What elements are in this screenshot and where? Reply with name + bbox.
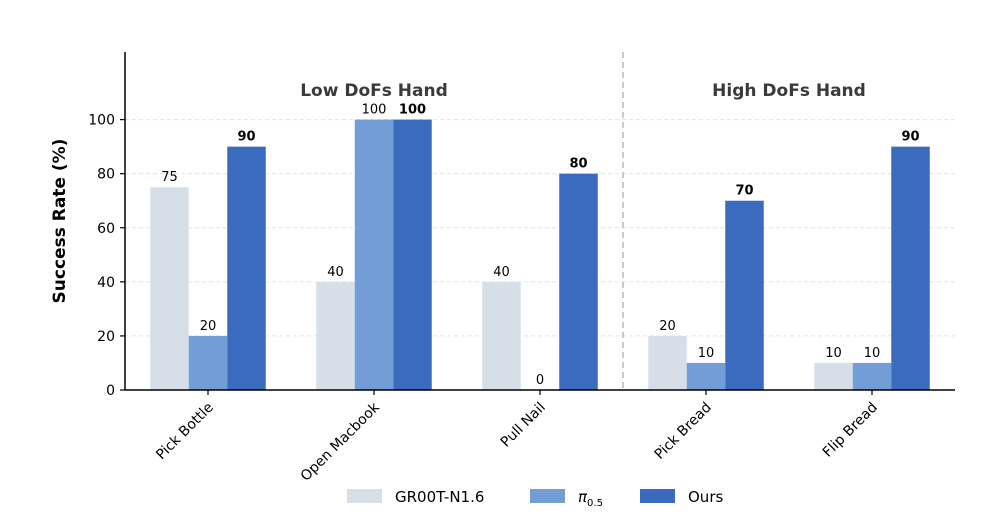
bar-value-label: 10 <box>864 346 881 361</box>
bar-value-label: 0 <box>536 373 544 388</box>
bar-value-label: 20 <box>659 319 676 334</box>
y-tick-label: 0 <box>106 383 115 399</box>
value-labels: 75 20 90 40 100 100 40 0 80 20 10 70 10 10 90 <box>161 103 919 388</box>
y-tick-label: 20 <box>97 329 115 345</box>
bar <box>188 335 228 390</box>
bar <box>316 281 355 390</box>
x-tick-label: Pick Bread <box>652 400 715 463</box>
bar-value-label: 40 <box>327 265 344 280</box>
bar-value-label: 20 <box>200 319 217 334</box>
x-tick-label: Open Macbook <box>298 399 384 485</box>
y-tick-label: 60 <box>97 221 115 237</box>
bar <box>891 146 930 390</box>
group-title: High DoFs Hand <box>712 81 866 101</box>
x-ticks: Pick Bottle Open Macbook Pull Nail Pick Bre… <box>153 390 881 485</box>
y-ticks: 0 20 40 60 80 100 <box>88 113 125 399</box>
bar-value-label: 80 <box>569 157 587 172</box>
y-tick-label: 100 <box>88 113 115 129</box>
legend-label: π0.5 <box>578 488 603 509</box>
bar-value-label: 100 <box>362 103 387 118</box>
legend-swatch <box>347 489 382 503</box>
bar-value-label: 40 <box>493 265 510 280</box>
bar-value-label: 90 <box>901 130 919 145</box>
legend: GR00T-N1.6 π0.5 Ours <box>347 488 723 509</box>
bar-value-label: 75 <box>161 170 178 185</box>
bar <box>725 200 764 390</box>
bar <box>227 146 266 390</box>
y-axis-label: Success Rate (%) <box>50 139 70 304</box>
x-tick-label: Pull Nail <box>498 400 549 451</box>
bar-value-label: 100 <box>399 103 426 118</box>
bar <box>648 335 687 390</box>
legend-swatch <box>530 489 565 503</box>
legend-label-main: π <box>578 488 588 506</box>
legend-label-main: Ours <box>688 488 723 506</box>
bar-value-label: 10 <box>825 346 842 361</box>
legend-label-subscript: 0.5 <box>587 498 603 509</box>
legend-label-main: GR00T-N1.6 <box>395 488 484 506</box>
x-tick-label: Pick Bottle <box>153 400 217 464</box>
bars <box>150 119 930 390</box>
x-tick-label: Flip Bread <box>820 400 881 461</box>
bar <box>814 362 853 390</box>
bar <box>559 173 598 390</box>
bar-value-label: 70 <box>735 184 753 199</box>
bar <box>354 119 394 390</box>
bar <box>150 187 189 390</box>
group-titles: Low DoFs Hand High DoFs Hand <box>300 52 866 390</box>
bar <box>482 281 521 390</box>
bar <box>852 362 892 390</box>
bar-value-label: 90 <box>237 130 255 145</box>
legend-label: Ours <box>688 488 723 506</box>
bar <box>393 119 432 390</box>
group-title: Low DoFs Hand <box>300 81 448 101</box>
y-tick-label: 40 <box>97 275 115 291</box>
bar <box>686 362 726 390</box>
bar-value-label: 10 <box>698 346 715 361</box>
legend-swatch <box>640 489 675 503</box>
legend-label: GR00T-N1.6 <box>395 488 484 506</box>
y-tick-label: 80 <box>97 167 115 183</box>
